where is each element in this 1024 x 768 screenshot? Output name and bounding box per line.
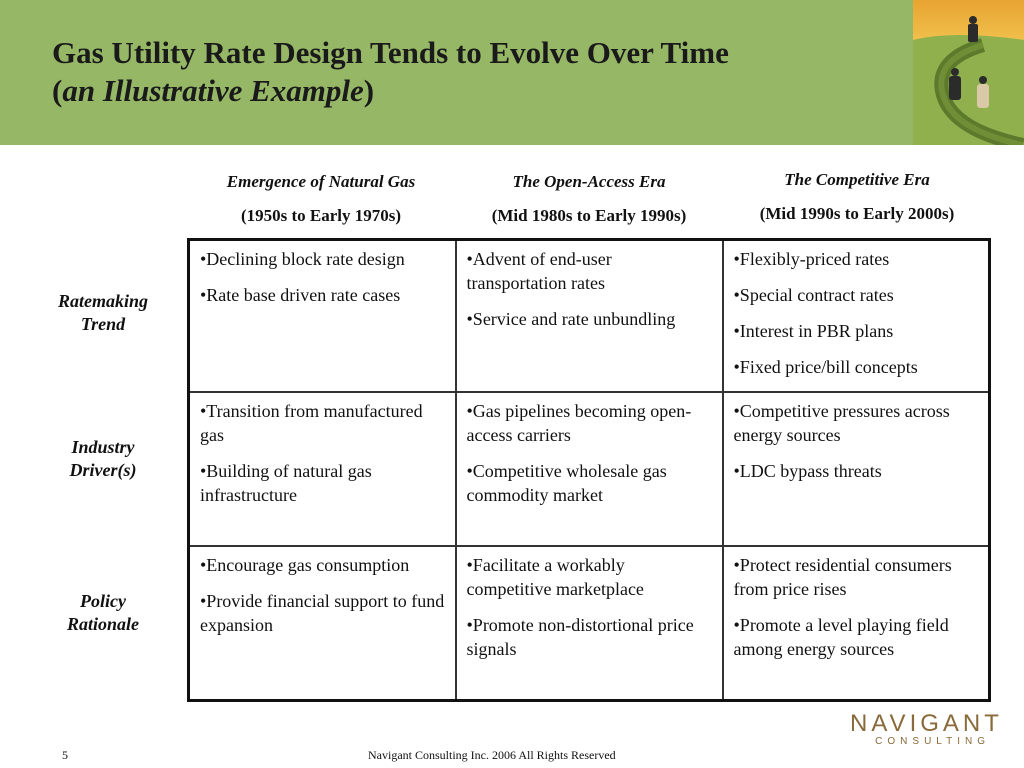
row-label-line: Driver(s) — [69, 460, 137, 480]
table-cell: •Transition from manufactured gas •Build… — [187, 391, 457, 547]
row-label-ratemaking-trend: Ratemaking Trend — [38, 290, 168, 336]
column-years: (Mid 1990s to Early 2000s) — [759, 204, 955, 223]
table-row: •Encourage gas consumption •Provide fina… — [187, 545, 991, 701]
bullet-item: •Gas pipelines becoming open-access carr… — [466, 401, 692, 445]
header-illustration — [913, 0, 1024, 145]
title-line-2: (an Illustrative Example) — [52, 72, 729, 110]
bullet-item: •Building of natural gas infrastructure — [200, 461, 372, 505]
bullet-item: •Special contract rates — [733, 285, 894, 305]
column-era: The Competitive Era — [784, 170, 930, 189]
table-cell: •Advent of end-user transportation rates… — [454, 238, 724, 393]
row-label-line: Policy — [80, 591, 126, 611]
bullet-item: •Promote non-distortional price signals — [466, 615, 694, 659]
row-label-line: Rationale — [66, 614, 139, 634]
table-cell: •Declining block rate design •Rate base … — [187, 238, 457, 393]
bullet-item: •Provide financial support to fund expan… — [200, 591, 445, 635]
logo-sub: CONSULTING — [875, 736, 990, 747]
column-header-open-access: The Open-Access Era (Mid 1980s to Early … — [455, 172, 723, 226]
row-label-line: Industry — [71, 437, 135, 457]
column-header-emergence: Emergence of Natural Gas (1950s to Early… — [187, 172, 455, 226]
bullet-item: •LDC bypass threats — [733, 461, 882, 481]
table-row: •Declining block rate design •Rate base … — [187, 238, 991, 393]
bullet-item: •Promote a level playing field among ene… — [733, 615, 949, 659]
table-cell: •Gas pipelines becoming open-access carr… — [454, 391, 724, 547]
table-cell: •Protect residential consumers from pric… — [721, 545, 991, 701]
title-banner — [0, 0, 1024, 145]
bullet-item: •Rate base driven rate cases — [200, 285, 401, 305]
title-paren-open: ( — [52, 73, 63, 108]
copyright-notice: Navigant Consulting Inc. 2006 All Rights… — [368, 748, 616, 762]
column-era: Emergence of Natural Gas — [226, 172, 416, 191]
table-row: •Transition from manufactured gas •Build… — [187, 391, 991, 547]
bullet-item: •Encourage gas consumption — [200, 555, 410, 575]
rate-design-table: •Declining block rate design •Rate base … — [187, 238, 991, 702]
bullet-item: •Service and rate unbundling — [466, 309, 676, 329]
table-cell: •Facilitate a workably competitive marke… — [454, 545, 724, 701]
logo-name: NAVIGANT — [850, 710, 1003, 737]
bullet-item: •Declining block rate design — [200, 249, 405, 269]
bullet-item: •Protect residential consumers from pric… — [733, 555, 952, 599]
column-years: (Mid 1980s to Early 1990s) — [491, 206, 687, 225]
bullet-item: •Flexibly-priced rates — [733, 249, 890, 269]
column-era: The Open-Access Era — [512, 172, 666, 191]
page-number: 5 — [62, 748, 68, 762]
table-cell: •Flexibly-priced rates •Special contract… — [721, 238, 991, 393]
slide-title: Gas Utility Rate Design Tends to Evolve … — [52, 34, 729, 110]
title-subtitle: an Illustrative Example — [62, 73, 364, 108]
column-header-competitive: The Competitive Era (Mid 1990s to Early … — [723, 170, 991, 224]
row-label-line: Ratemaking — [57, 291, 148, 311]
bullet-item: •Competitive pressures across energy sou… — [733, 401, 950, 445]
row-label-line: Trend — [80, 314, 126, 334]
bullet-item: •Facilitate a workably competitive marke… — [466, 555, 644, 599]
title-paren-close: ) — [363, 73, 375, 108]
bullet-item: •Competitive wholesale gas commodity mar… — [466, 461, 667, 505]
row-label-policy-rationale: Policy Rationale — [38, 590, 168, 636]
people-on-path-image — [913, 0, 1024, 145]
bullet-item: •Transition from manufactured gas — [200, 401, 423, 445]
table-cell: •Encourage gas consumption •Provide fina… — [187, 545, 457, 701]
bullet-item: •Advent of end-user transportation rates — [466, 249, 612, 293]
navigant-logo: NAVIGANT CONSULTING — [850, 710, 1003, 747]
column-years: (1950s to Early 1970s) — [240, 206, 402, 225]
table-cell: •Competitive pressures across energy sou… — [721, 391, 991, 547]
bullet-item: •Interest in PBR plans — [733, 321, 894, 341]
title-line-1: Gas Utility Rate Design Tends to Evolve … — [52, 35, 729, 70]
row-label-industry-drivers: Industry Driver(s) — [38, 436, 168, 482]
bullet-item: •Fixed price/bill concepts — [733, 357, 918, 377]
